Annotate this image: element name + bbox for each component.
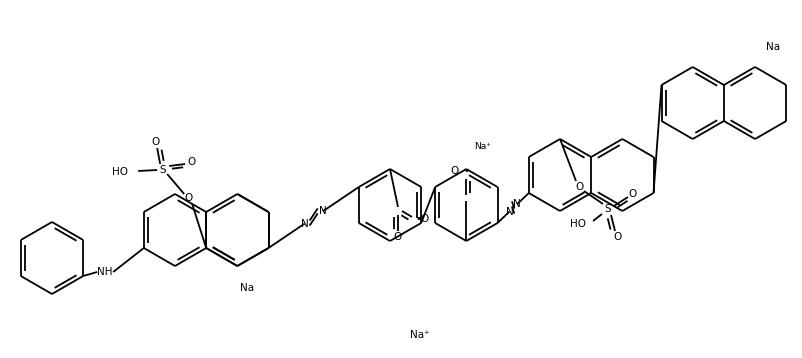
Text: HO: HO [112, 167, 128, 177]
Text: O: O [450, 166, 458, 176]
Text: N: N [505, 207, 512, 217]
Text: Na: Na [240, 283, 254, 293]
Text: N: N [301, 219, 308, 229]
Text: O: O [151, 137, 159, 147]
Text: N: N [512, 199, 520, 209]
Text: HO: HO [569, 219, 585, 229]
Text: O: O [613, 232, 622, 242]
Text: O: O [184, 193, 192, 203]
Text: Na⁺: Na⁺ [474, 141, 491, 150]
Text: •O: •O [415, 214, 430, 224]
Text: O: O [628, 189, 636, 199]
Text: Na: Na [765, 42, 780, 52]
Text: Na⁺: Na⁺ [410, 330, 429, 340]
Text: •: • [463, 166, 469, 176]
Text: O: O [575, 182, 583, 192]
Text: O: O [187, 157, 195, 167]
Text: S: S [604, 204, 610, 214]
Text: S: S [160, 165, 166, 175]
Text: NH: NH [97, 267, 113, 277]
Text: N: N [318, 207, 326, 216]
Text: O: O [394, 232, 402, 242]
